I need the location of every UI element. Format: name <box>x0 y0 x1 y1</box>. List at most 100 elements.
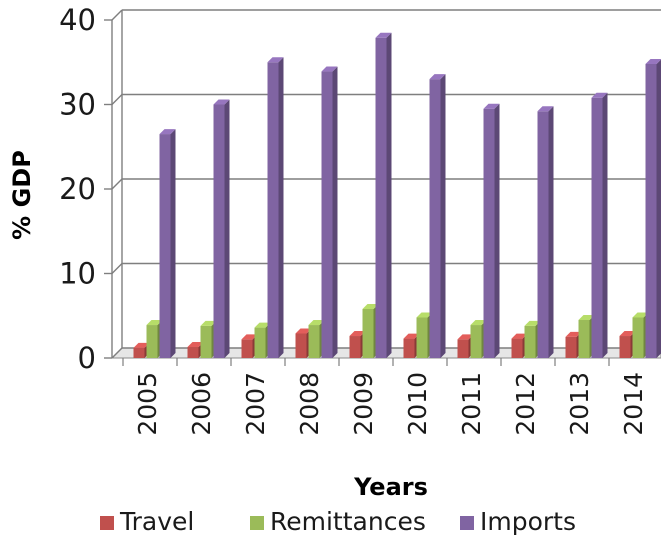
bar-top <box>403 333 420 339</box>
bar-imports-2008 <box>321 66 338 359</box>
bar-front <box>321 71 333 359</box>
bar-top <box>321 66 338 72</box>
legend-label-remittances: Remittances <box>270 507 426 536</box>
bar-front <box>200 325 212 358</box>
bar-side <box>278 57 284 358</box>
bar-front <box>619 336 631 358</box>
bar-top <box>146 320 163 326</box>
bar-top <box>362 303 379 309</box>
bar-imports-2013 <box>591 92 608 359</box>
x-tick-label: 2013 <box>565 372 594 436</box>
bar-side <box>602 92 608 359</box>
axes <box>104 10 610 366</box>
x-tick-label: 2008 <box>295 372 324 436</box>
y-tick-label: 20 <box>59 172 96 206</box>
x-tick-label: 2012 <box>511 372 540 436</box>
tick-labels: 0 10 20 30 40 2005 2006 2007 2008 2009 2010 2011 201… <box>59 3 648 436</box>
bar-imports-2011 <box>483 103 500 358</box>
bar-front <box>565 336 577 358</box>
bar-imports-2005 <box>159 129 176 358</box>
gridline-diagonal <box>111 347 123 359</box>
bar-imports-2012 <box>537 106 554 358</box>
x-tick-label: 2007 <box>241 372 270 436</box>
bar-side <box>548 106 554 358</box>
legend-swatch-imports <box>460 516 474 530</box>
bar-side <box>224 99 230 358</box>
gridline-diagonal <box>111 9 123 21</box>
bar-top <box>241 334 258 340</box>
bar-top <box>416 312 433 318</box>
y-tick-label: 0 <box>78 341 96 375</box>
bar-imports-2009 <box>375 32 392 359</box>
bar-top <box>591 92 608 98</box>
bar-top <box>267 57 284 63</box>
bar-front <box>254 327 266 358</box>
bar-front <box>187 347 199 358</box>
gridline-diagonal <box>111 263 123 274</box>
bar-top <box>375 32 392 38</box>
legend: Travel Remittances Imports <box>100 507 576 536</box>
gridline-diagonal <box>111 94 123 105</box>
bar-top <box>308 320 325 326</box>
bar-front <box>267 62 279 358</box>
x-tick-label: 2011 <box>457 372 486 436</box>
bar-top <box>511 333 528 339</box>
bars <box>133 32 661 359</box>
bar-top <box>429 74 446 80</box>
bar-front <box>349 336 361 358</box>
bar-top <box>483 103 500 109</box>
bar-front <box>457 339 469 358</box>
bar-side <box>440 74 446 359</box>
bar-front <box>537 111 549 358</box>
bar-front <box>632 317 644 358</box>
legend-swatch-remittances <box>250 516 264 530</box>
bar-front <box>133 347 145 358</box>
bar-side <box>386 32 392 359</box>
bar-top <box>524 320 541 326</box>
bar-front <box>213 104 225 358</box>
bar-top <box>213 99 230 105</box>
x-tick-label: 2010 <box>403 372 432 436</box>
y-tick-label: 30 <box>59 88 96 122</box>
bar-top <box>457 334 474 340</box>
bar-side <box>332 66 338 359</box>
bar-front <box>645 63 657 358</box>
bar-front <box>591 97 603 359</box>
bar-top <box>295 328 312 334</box>
bar-side <box>170 129 176 358</box>
bar-side <box>656 59 661 358</box>
legend-label-travel: Travel <box>119 507 194 536</box>
bar-top <box>470 320 487 326</box>
bar-front <box>511 338 523 358</box>
x-tick-label: 2006 <box>187 372 216 436</box>
x-tick-label: 2009 <box>349 372 378 436</box>
bar-front <box>470 325 482 358</box>
bar-imports-2007 <box>267 57 284 358</box>
bar-front <box>403 338 415 358</box>
bar-front <box>375 37 387 359</box>
bar-front <box>362 308 374 358</box>
x-tick-label: 2014 <box>619 372 648 436</box>
bar-imports-2010 <box>429 74 446 359</box>
bar-top <box>187 342 204 348</box>
legend-label-imports: Imports <box>480 507 576 536</box>
bar-side <box>494 103 500 358</box>
bar-top <box>632 312 649 318</box>
bar-top <box>200 320 217 326</box>
bar-top <box>537 106 554 112</box>
bar-front <box>483 108 495 358</box>
bar-top <box>254 322 271 328</box>
bar-front <box>308 325 320 358</box>
bar-top <box>349 331 366 337</box>
y-tick-label: 10 <box>59 257 96 291</box>
bar-top <box>645 58 661 64</box>
bar-front <box>146 325 158 358</box>
bar-front <box>429 79 441 359</box>
x-axis-title: Years <box>353 473 428 501</box>
y-tick-label: 40 <box>59 3 96 37</box>
bar-front <box>578 319 590 358</box>
bar-front <box>241 339 253 358</box>
x-tick-label: 2005 <box>133 372 162 436</box>
